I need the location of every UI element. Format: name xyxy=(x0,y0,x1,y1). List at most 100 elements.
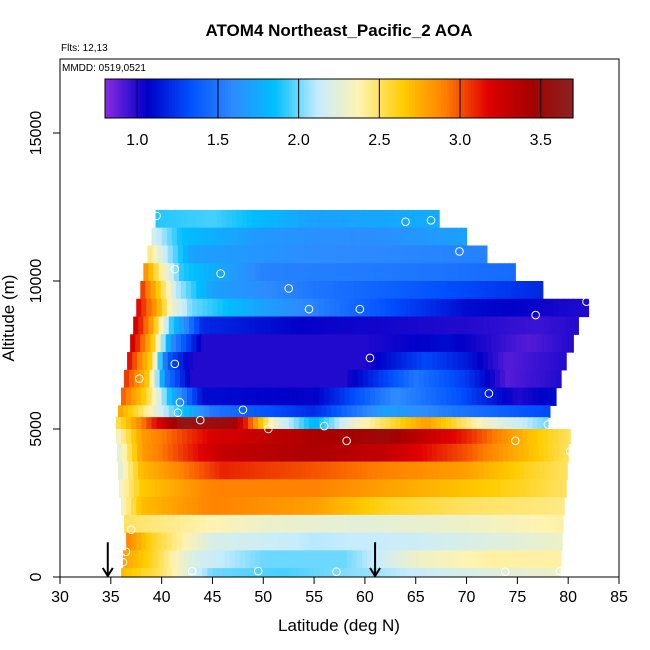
heatmap-cell xyxy=(545,514,552,534)
heatmap-cell xyxy=(389,281,395,300)
heatmap-cell xyxy=(160,209,167,229)
heatmap-cell xyxy=(347,514,354,534)
heatmap-cell xyxy=(274,352,281,371)
colorbar-swatch xyxy=(473,79,478,118)
heatmap-cell xyxy=(141,417,147,430)
heatmap-cell xyxy=(354,568,361,578)
heatmap-cell xyxy=(530,369,537,389)
heatmap-cell xyxy=(407,550,414,569)
heatmap-cell xyxy=(203,352,209,371)
heatmap-cell xyxy=(233,245,240,264)
heatmap-cell xyxy=(436,298,442,318)
colorbar-swatch xyxy=(464,79,469,118)
heatmap-cell xyxy=(517,387,524,406)
heatmap-cell xyxy=(491,298,498,318)
heatmap-cell xyxy=(500,369,506,389)
heatmap-cell xyxy=(188,245,194,264)
heatmap-cell xyxy=(400,568,407,578)
heatmap-cell xyxy=(227,568,234,578)
heatmap-cell xyxy=(410,298,417,318)
heatmap-cell xyxy=(128,461,134,480)
heatmap-cell xyxy=(283,417,290,430)
heatmap-cell xyxy=(481,387,488,406)
heatmap-cell xyxy=(372,316,378,335)
heatmap-cell xyxy=(407,461,414,480)
heatmap-cell xyxy=(307,334,314,353)
colorbar-swatch xyxy=(438,79,442,118)
colorbar-swatch xyxy=(169,79,173,118)
heatmap-cell xyxy=(421,443,428,463)
heatmap-cell xyxy=(543,352,550,371)
heatmap-cell xyxy=(357,479,364,498)
colorbar-swatch xyxy=(359,79,363,118)
heatmap-cell xyxy=(380,429,386,445)
heatmap-cell xyxy=(447,245,453,264)
heatmap-cell xyxy=(438,550,444,569)
heatmap-cell xyxy=(247,281,253,300)
heatmap-cell xyxy=(258,568,264,578)
heatmap-cell xyxy=(126,532,132,551)
heatmap-cell xyxy=(393,369,400,389)
x-tick-label: 30 xyxy=(51,589,69,606)
heatmap-cell xyxy=(151,417,158,430)
heatmap-cell xyxy=(483,405,490,418)
heatmap-cell xyxy=(461,532,468,551)
heatmap-cell xyxy=(161,387,168,406)
heatmap-cell xyxy=(392,405,399,418)
colorbar-swatch xyxy=(131,79,135,118)
heatmap-cell xyxy=(359,387,366,406)
heatmap-cell xyxy=(329,568,336,578)
heatmap-cell xyxy=(425,387,432,406)
heatmap-cell xyxy=(194,263,200,282)
sample-point xyxy=(355,304,365,314)
heatmap-cell xyxy=(507,417,513,430)
heatmap-cell xyxy=(560,316,566,335)
heatmap-cell xyxy=(291,514,298,534)
heatmap-cell xyxy=(422,405,429,418)
heatmap-cell xyxy=(278,387,285,406)
sample-point xyxy=(342,436,351,446)
heatmap-cell xyxy=(427,461,434,480)
heatmap-cell xyxy=(437,352,443,371)
heatmap-cell xyxy=(396,245,403,264)
heatmap-cell xyxy=(449,479,455,498)
heatmap-cell xyxy=(269,443,276,463)
heatmap-cell xyxy=(466,532,473,551)
x-tick-label: 50 xyxy=(254,589,272,606)
heatmap-cell xyxy=(293,497,300,516)
colorbar-swatch xyxy=(286,79,290,118)
heatmap-cell xyxy=(447,443,453,463)
heatmap-cell xyxy=(430,429,437,445)
heatmap-cell xyxy=(441,227,447,247)
heatmap-cell xyxy=(197,417,203,430)
heatmap-cell xyxy=(345,443,352,463)
heatmap-cell xyxy=(168,550,175,569)
heatmap-cell xyxy=(184,461,190,480)
heatmap-cell xyxy=(435,281,441,300)
heatmap-cell xyxy=(485,281,492,300)
heatmap-cell xyxy=(385,568,391,578)
heatmap-cell xyxy=(427,550,434,569)
colorbar-swatch xyxy=(300,79,305,118)
heatmap-cell xyxy=(433,316,439,335)
heatmap-cell xyxy=(482,352,489,371)
heatmap-cell xyxy=(348,334,355,353)
heatmap-cell xyxy=(463,461,470,480)
colorbar-swatch xyxy=(488,79,492,118)
heatmap-cell xyxy=(175,281,182,300)
heatmap-cell xyxy=(266,479,272,498)
heatmap-cell xyxy=(488,461,495,480)
heatmap-cell xyxy=(376,245,382,264)
heatmap-cell xyxy=(441,387,447,406)
heatmap-cell xyxy=(390,429,396,445)
colorbar-swatch xyxy=(210,79,214,118)
heatmap-cell xyxy=(299,245,306,264)
heatmap-cell xyxy=(482,443,489,463)
heatmap-cell xyxy=(423,514,430,534)
heatmap-cell xyxy=(448,405,454,418)
sample-point xyxy=(511,436,520,446)
heatmap-cell xyxy=(287,281,294,300)
heatmap-cell xyxy=(280,316,287,335)
heatmap-cell xyxy=(531,281,538,300)
heatmap-cell xyxy=(355,352,362,371)
